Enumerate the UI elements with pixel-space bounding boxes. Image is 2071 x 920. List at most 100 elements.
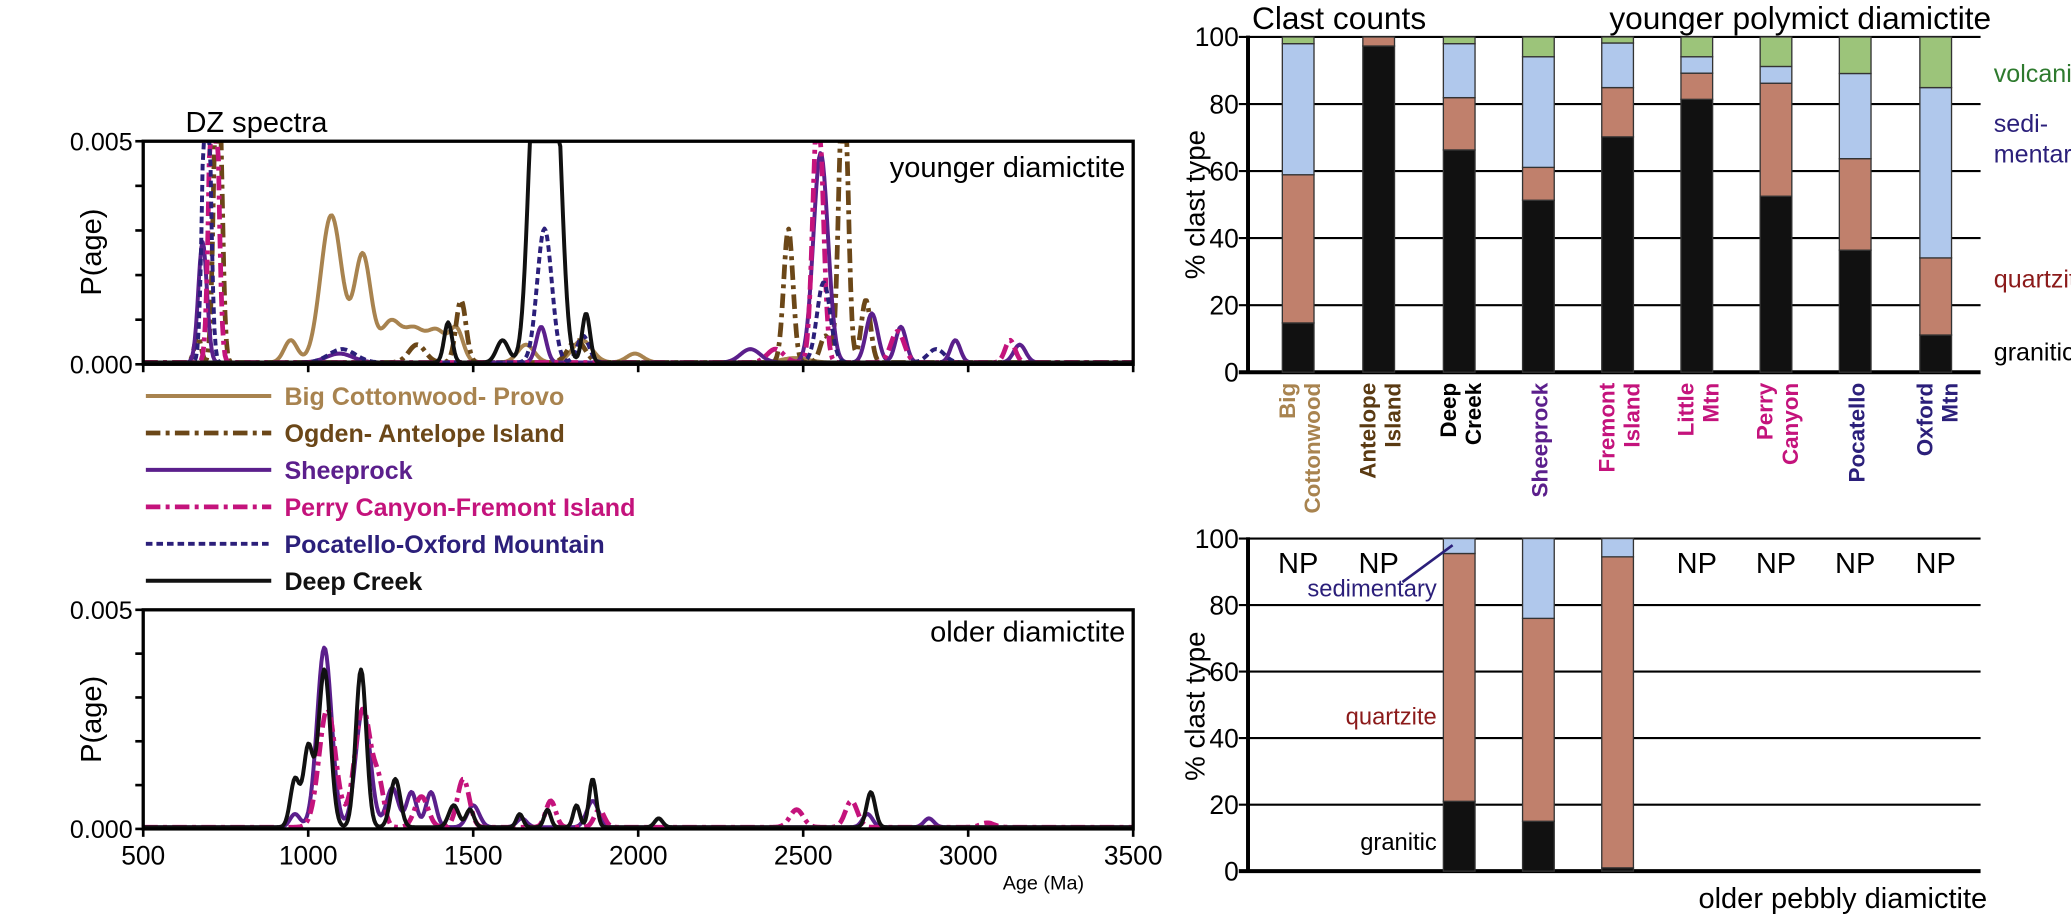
bar-segment-sedimentary	[1521, 56, 1555, 169]
x-tick-label: 1500	[444, 841, 503, 871]
category-labels: Big Cottonwood Antelope Island Deep Creek Shee…	[1275, 382, 1963, 513]
bar-segment-granitic	[1759, 195, 1793, 373]
component-label-sedimentary: sedimentary	[1307, 576, 1436, 603]
bar-segment-quartzite	[1281, 174, 1315, 324]
bar-segment-sedimentary	[1919, 86, 1953, 259]
dz-series-line	[143, 706, 1134, 829]
dz-series-line	[143, 151, 1134, 365]
legend-label: Perry Canyon-Fremont Island	[284, 494, 635, 522]
bar-segment-sedimentary	[1680, 56, 1714, 74]
component-label-sedimentary: mentary	[1994, 140, 2071, 168]
category-label: Fremont	[1594, 382, 1619, 472]
bar-segment-quartzite	[1521, 166, 1555, 201]
y-tick-label: 100	[1195, 22, 1239, 52]
bottom-y-tick-min: 0.000	[70, 816, 133, 844]
not-present-label: NP	[1756, 548, 1796, 580]
component-label-granitic: granitic	[1360, 829, 1437, 856]
bar-segment-sedimentary	[1601, 42, 1635, 89]
bar-segment-quartzite	[1680, 72, 1714, 100]
not-present-label: NP	[1916, 548, 1956, 580]
dz-series-line	[143, 141, 1134, 365]
not-present-label: NP	[1359, 548, 1399, 580]
clast-top-y-label: % clast type	[1179, 130, 1210, 279]
clast-bottom-y-label: % clast type	[1179, 631, 1210, 780]
top-y-tick-min: 0.000	[70, 352, 133, 380]
component-label-quartzite: quartzite	[1346, 704, 1437, 731]
bar-segment-quartzite	[1919, 257, 1953, 336]
y-tick-label: 80	[1209, 89, 1238, 119]
dz-series-line	[143, 213, 1134, 365]
dz-panel-younger	[135, 139, 1135, 373]
x-tick-label: 3000	[939, 841, 998, 871]
x-tick-label: 2500	[774, 841, 833, 871]
legend-label: Sheeprock	[284, 457, 412, 485]
y-tick-label: 80	[1209, 590, 1238, 620]
clast-title: Clast counts	[1252, 0, 1426, 36]
bar-segment-granitic	[1362, 45, 1396, 373]
clast-top-panel-label: younger polymict diamictite	[1609, 0, 1991, 36]
bar-segment-volcanic	[1680, 36, 1714, 58]
bar-segment-sedimentary	[1521, 537, 1555, 620]
y-tick-label: 20	[1209, 790, 1238, 820]
bar-segment-sedimentary	[1759, 65, 1793, 84]
bottom-y-label: P(age)	[76, 676, 108, 763]
bar-segment-granitic	[1601, 136, 1635, 373]
bottom-panel-label: older diamictite	[930, 616, 1125, 648]
bar-segment-granitic	[1442, 149, 1476, 373]
bar-segment-granitic	[1521, 199, 1555, 373]
bar-segment-volcanic	[1601, 36, 1635, 44]
component-label-volcanic: volcanic	[1994, 60, 2071, 88]
bar-segment-volcanic	[1521, 36, 1555, 58]
category-label: Perry	[1753, 382, 1778, 440]
bar-segment-volcanic	[1919, 36, 1953, 89]
bar-segment-volcanic	[1442, 36, 1476, 45]
component-label-quartzite: quartzite	[1994, 266, 2071, 294]
legend: Big Cottonwood- Provo Ogden- Antelope Isl…	[145, 383, 635, 596]
bar-segment-granitic	[1521, 820, 1555, 872]
dz-panel-older: 500 1000 1500 2000 2500 3000 3500	[121, 608, 1163, 871]
bar-segment-quartzite	[1601, 86, 1635, 138]
not-present-label: NP	[1278, 548, 1318, 580]
component-label-granitic: granitic	[1994, 338, 2071, 366]
bar-segment-quartzite	[1759, 82, 1793, 197]
not-present-label: NP	[1835, 548, 1875, 580]
legend-label: Ogden- Antelope Island	[284, 420, 564, 448]
category-label: Deep	[1436, 383, 1461, 438]
y-tick-label: 40	[1209, 723, 1238, 753]
bar-segment-quartzite	[1601, 556, 1635, 869]
y-tick-label: 0	[1224, 357, 1239, 387]
bar-segment-granitic	[1919, 334, 1953, 373]
dz-series-line	[143, 667, 1134, 829]
y-tick-label: 100	[1195, 524, 1239, 554]
bar-segment-quartzite	[1442, 552, 1476, 802]
category-label: Canyon	[1778, 383, 1803, 465]
y-tick-label: 40	[1209, 223, 1238, 253]
top-y-tick-max: 0.005	[70, 128, 133, 156]
category-label: Oxford	[1912, 383, 1937, 457]
bar-segment-sedimentary	[1442, 537, 1476, 555]
x-tick-label: 3500	[1104, 841, 1163, 871]
sedimentary-leader-line	[1401, 544, 1454, 584]
x-tick-label: 500	[121, 841, 165, 871]
top-y-label: P(age)	[76, 209, 108, 296]
bar-segment-sedimentary	[1442, 43, 1476, 99]
bar-segment-granitic	[1281, 322, 1315, 373]
bar-segment-granitic	[1838, 249, 1872, 373]
bar-segment-quartzite	[1521, 617, 1555, 822]
dz-title: DZ spectra	[185, 107, 328, 139]
y-tick-label: 60	[1209, 156, 1238, 186]
bar-segment-sedimentary	[1601, 537, 1635, 558]
legend-label: Big Cottonwood- Provo	[284, 383, 564, 411]
component-label-sedimentary: sedi-	[1994, 110, 2048, 138]
bar-segment-sedimentary	[1281, 43, 1315, 176]
bar-segment-granitic	[1680, 98, 1714, 373]
category-label: Creek	[1461, 382, 1486, 445]
bar-segment-volcanic	[1759, 36, 1793, 68]
bar-segment-volcanic	[1838, 36, 1872, 75]
x-axis-label: Age (Ma)	[1003, 873, 1084, 895]
category-label: Little	[1673, 383, 1698, 437]
x-tick-label: 2000	[609, 841, 668, 871]
category-label: Sheeprock	[1528, 382, 1553, 497]
category-label: Antelope	[1355, 383, 1380, 479]
